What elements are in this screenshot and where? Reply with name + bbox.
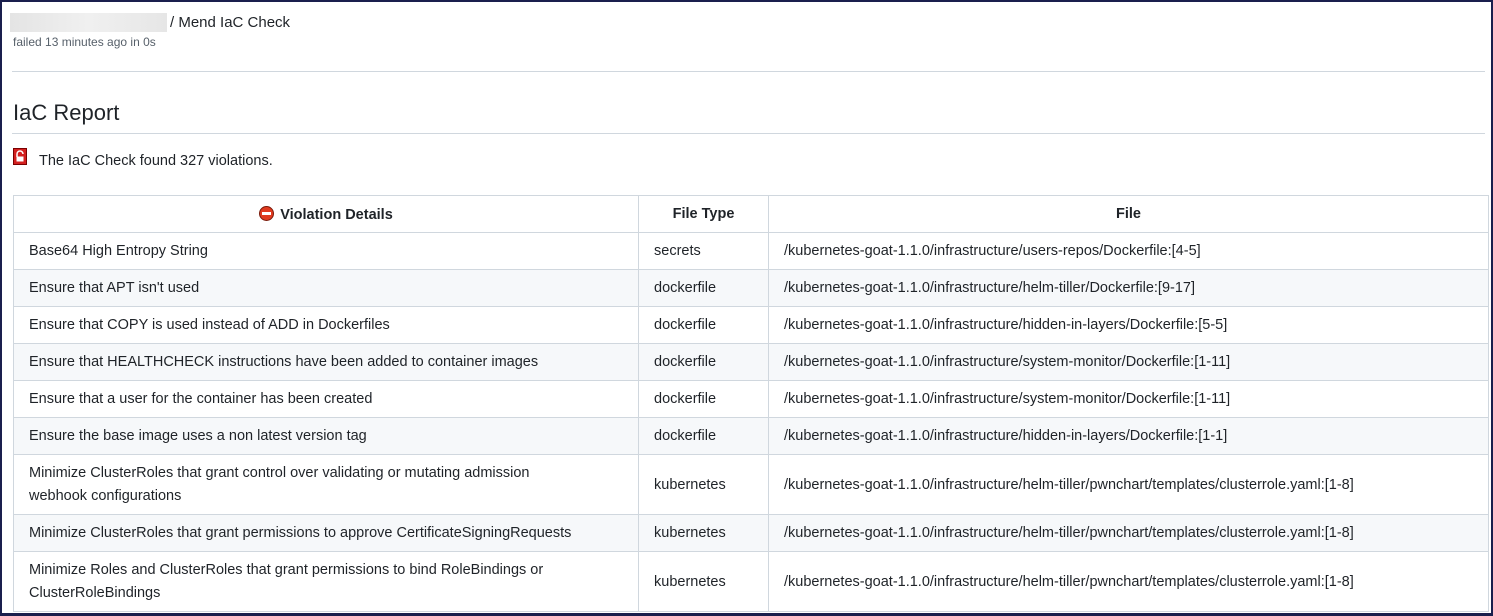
violation-cell: Ensure that a user for the container has… bbox=[13, 380, 639, 418]
file-type-cell: dockerfile bbox=[638, 417, 769, 455]
violation-cell: Base64 High Entropy String bbox=[13, 232, 639, 270]
file-type-cell: dockerfile bbox=[638, 269, 769, 307]
file-type-cell: kubernetes bbox=[638, 454, 769, 515]
violation-cell: Minimize Roles and ClusterRoles that gra… bbox=[13, 551, 639, 612]
table-row: Ensure that a user for the container has… bbox=[13, 380, 1489, 418]
divider bbox=[12, 71, 1485, 72]
file-type-cell: kubernetes bbox=[638, 514, 769, 552]
summary-text: The IaC Check found 327 violations. bbox=[39, 152, 273, 169]
table-row: Minimize ClusterRoles that grant permiss… bbox=[13, 514, 1489, 552]
table-row: Minimize ClusterRoles that grant control… bbox=[13, 454, 1489, 515]
redacted-repo-name bbox=[10, 13, 167, 32]
violation-cell: Ensure the base image uses a non latest … bbox=[13, 417, 639, 455]
column-header-violation: Violation Details bbox=[13, 195, 639, 233]
violation-cell: Ensure that COPY is used instead of ADD … bbox=[13, 306, 639, 344]
table-row: Ensure that COPY is used instead of ADD … bbox=[13, 306, 1489, 344]
file-cell: /kubernetes-goat-1.1.0/infrastructure/he… bbox=[768, 454, 1489, 515]
file-type-cell: kubernetes bbox=[638, 551, 769, 612]
table-row: Base64 High Entropy String secrets/kubern… bbox=[13, 232, 1489, 270]
violation-cell: Minimize ClusterRoles that grant control… bbox=[13, 454, 639, 515]
column-header-file-type: File Type bbox=[638, 195, 769, 233]
check-title: / Mend IaC Check bbox=[170, 14, 291, 31]
lock-open-icon bbox=[13, 148, 27, 165]
file-cell: /kubernetes-goat-1.1.0/infrastructure/sy… bbox=[768, 343, 1489, 381]
divider bbox=[12, 133, 1485, 134]
file-cell: /kubernetes-goat-1.1.0/infrastructure/he… bbox=[768, 269, 1489, 307]
report-summary: The IaC Check found 327 violations. bbox=[13, 148, 273, 169]
violation-cell: Ensure that HEALTHCHECK instructions hav… bbox=[13, 343, 639, 381]
violation-cell: Minimize ClusterRoles that grant permiss… bbox=[13, 514, 639, 552]
violations-table: Violation Details File Type File Base64 … bbox=[13, 195, 1489, 612]
file-cell: /kubernetes-goat-1.1.0/infrastructure/he… bbox=[768, 551, 1489, 612]
table-row: Ensure that HEALTHCHECK instructions hav… bbox=[13, 343, 1489, 381]
file-cell: /kubernetes-goat-1.1.0/infrastructure/us… bbox=[768, 232, 1489, 270]
no-entry-icon bbox=[259, 205, 275, 221]
file-cell: /kubernetes-goat-1.1.0/infrastructure/hi… bbox=[768, 306, 1489, 344]
page-header: / Mend IaC Check failed 13 minutes ago i… bbox=[10, 13, 290, 49]
file-type-cell: dockerfile bbox=[638, 306, 769, 344]
file-type-cell: dockerfile bbox=[638, 380, 769, 418]
table-row: Ensure that APT isn't used dockerfile/kub… bbox=[13, 269, 1489, 307]
column-header-file: File bbox=[768, 195, 1489, 233]
file-type-cell: dockerfile bbox=[638, 343, 769, 381]
file-cell: /kubernetes-goat-1.1.0/infrastructure/hi… bbox=[768, 417, 1489, 455]
table-row: Ensure the base image uses a non latest … bbox=[13, 417, 1489, 455]
file-cell: /kubernetes-goat-1.1.0/infrastructure/he… bbox=[768, 514, 1489, 552]
violation-cell: Ensure that APT isn't used bbox=[13, 269, 639, 307]
file-cell: /kubernetes-goat-1.1.0/infrastructure/sy… bbox=[768, 380, 1489, 418]
table-row: Minimize Roles and ClusterRoles that gra… bbox=[13, 551, 1489, 612]
check-status: failed 13 minutes ago in 0s bbox=[13, 35, 156, 49]
file-type-cell: secrets bbox=[638, 232, 769, 270]
report-heading: IaC Report bbox=[13, 100, 120, 125]
